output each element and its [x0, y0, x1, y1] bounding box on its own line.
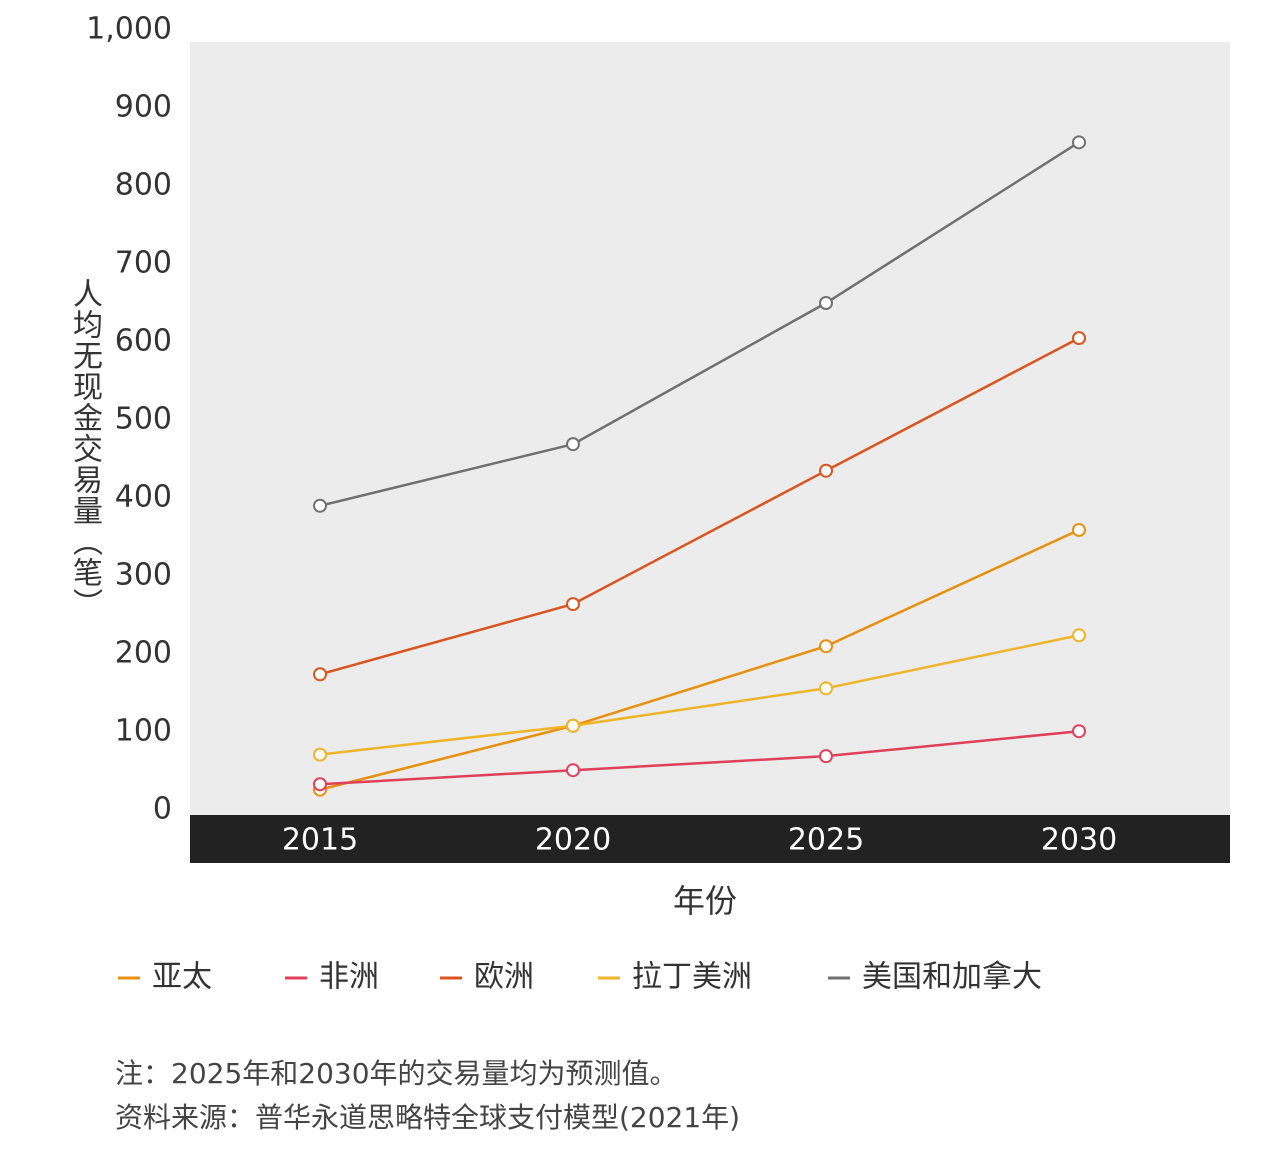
x-axis-title: 年份 — [673, 882, 737, 920]
note: 资料来源：普华永道思略特全球支付模型(2021年) — [115, 1101, 740, 1134]
marker — [566, 763, 580, 778]
legend-label: 亚太 — [152, 960, 212, 995]
y-axis-title: 人均无现金交易量（笔） — [67, 278, 102, 619]
legend-label: 美国和加拿大 — [862, 960, 1042, 995]
plot-area — [190, 42, 1230, 815]
y-tick-label: 600 — [115, 324, 172, 359]
line — [319, 729, 1080, 786]
marker — [313, 667, 327, 682]
y-tick-label: 400 — [115, 480, 172, 515]
marker — [1072, 628, 1086, 643]
x-axis-band — [190, 815, 1230, 863]
legend-label: 欧洲 — [474, 960, 534, 995]
note: 注：2025年和2030年的交易量均为预测值。 — [115, 1057, 678, 1090]
marker — [566, 597, 580, 612]
marker — [819, 463, 833, 478]
line — [319, 634, 1080, 756]
line — [319, 528, 1080, 791]
legend-label: 拉丁美洲 — [632, 960, 752, 995]
marker — [819, 296, 833, 310]
marker — [1072, 135, 1086, 150]
marker — [313, 747, 327, 762]
marker — [1072, 724, 1086, 739]
legend-label: 非洲 — [319, 960, 379, 995]
x-tick-label: 2015 — [282, 823, 358, 858]
marker — [1072, 331, 1086, 346]
marker — [819, 639, 833, 654]
y-tick-label: 0 — [153, 792, 172, 827]
y-tick-label: 200 — [115, 636, 172, 671]
marker — [819, 681, 833, 696]
x-tick-label: 2025 — [788, 823, 864, 858]
y-tick-label: 1,000 — [86, 12, 172, 47]
marker — [566, 718, 580, 733]
y-tick-label: 700 — [115, 246, 172, 281]
y-tick-label: 300 — [115, 558, 172, 593]
y-tick-label: 900 — [115, 90, 172, 125]
y-tick-label: 100 — [115, 714, 172, 749]
x-tick-label: 2030 — [1041, 823, 1117, 858]
marker — [566, 437, 580, 452]
x-tick-label: 2020 — [535, 823, 611, 858]
marker — [1072, 522, 1086, 537]
marker — [819, 749, 833, 764]
marker — [313, 777, 327, 792]
y-tick-label: 800 — [115, 168, 172, 203]
marker — [313, 498, 327, 513]
line — [319, 141, 1080, 508]
line — [319, 336, 1080, 676]
y-tick-label: 500 — [115, 402, 172, 437]
